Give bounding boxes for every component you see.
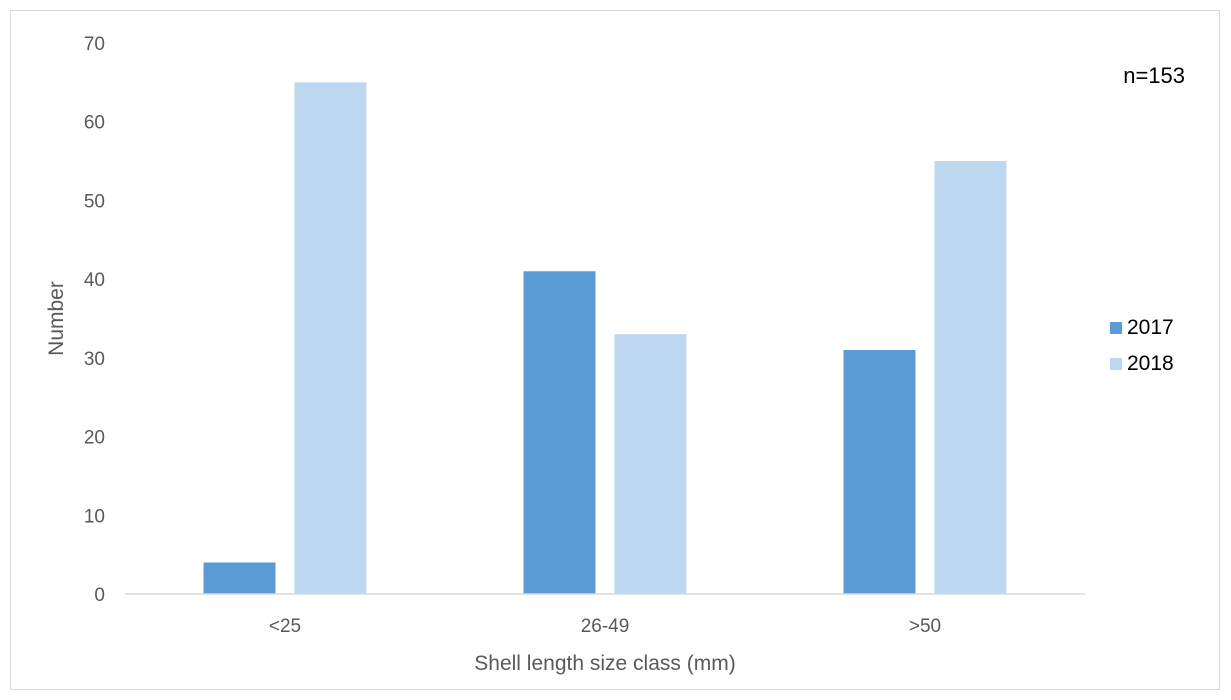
bar-2018-0 (294, 82, 367, 594)
y-tick-label: 40 (84, 270, 105, 291)
x-tick-label: 26-49 (581, 616, 630, 637)
bars (203, 82, 1007, 595)
y-tick-label: 60 (84, 113, 105, 134)
bar-2017-1 (523, 271, 596, 594)
y-tick-label: 30 (84, 349, 105, 370)
y-tick-label: 0 (94, 585, 105, 606)
y-tick-label: 70 (84, 34, 105, 55)
sample-size-annotation: n=153 (1123, 63, 1185, 88)
legend-swatch-2018 (1110, 358, 1122, 370)
bar-2018-1 (614, 334, 687, 594)
legend-label-2017: 2017 (1127, 316, 1174, 339)
bar-2018-2 (934, 161, 1007, 595)
legend: 2017 2018 (1110, 316, 1174, 375)
x-axis-title: Shell length size class (mm) (474, 652, 735, 675)
legend-swatch-2017 (1110, 322, 1122, 334)
x-tick-label: >50 (909, 616, 941, 637)
y-axis-ticks: 0 10 20 30 40 50 60 70 (84, 34, 105, 606)
x-tick-label: <25 (269, 616, 301, 637)
y-tick-label: 20 (84, 428, 105, 449)
bar-2017-2 (843, 349, 916, 594)
y-tick-label: 50 (84, 191, 105, 212)
y-axis-title: Number (45, 281, 68, 356)
legend-label-2018: 2018 (1127, 352, 1174, 375)
bar-2017-0 (203, 562, 276, 594)
y-tick-label: 10 (84, 506, 105, 527)
x-axis-ticks: <25 26-49 >50 (269, 616, 941, 637)
